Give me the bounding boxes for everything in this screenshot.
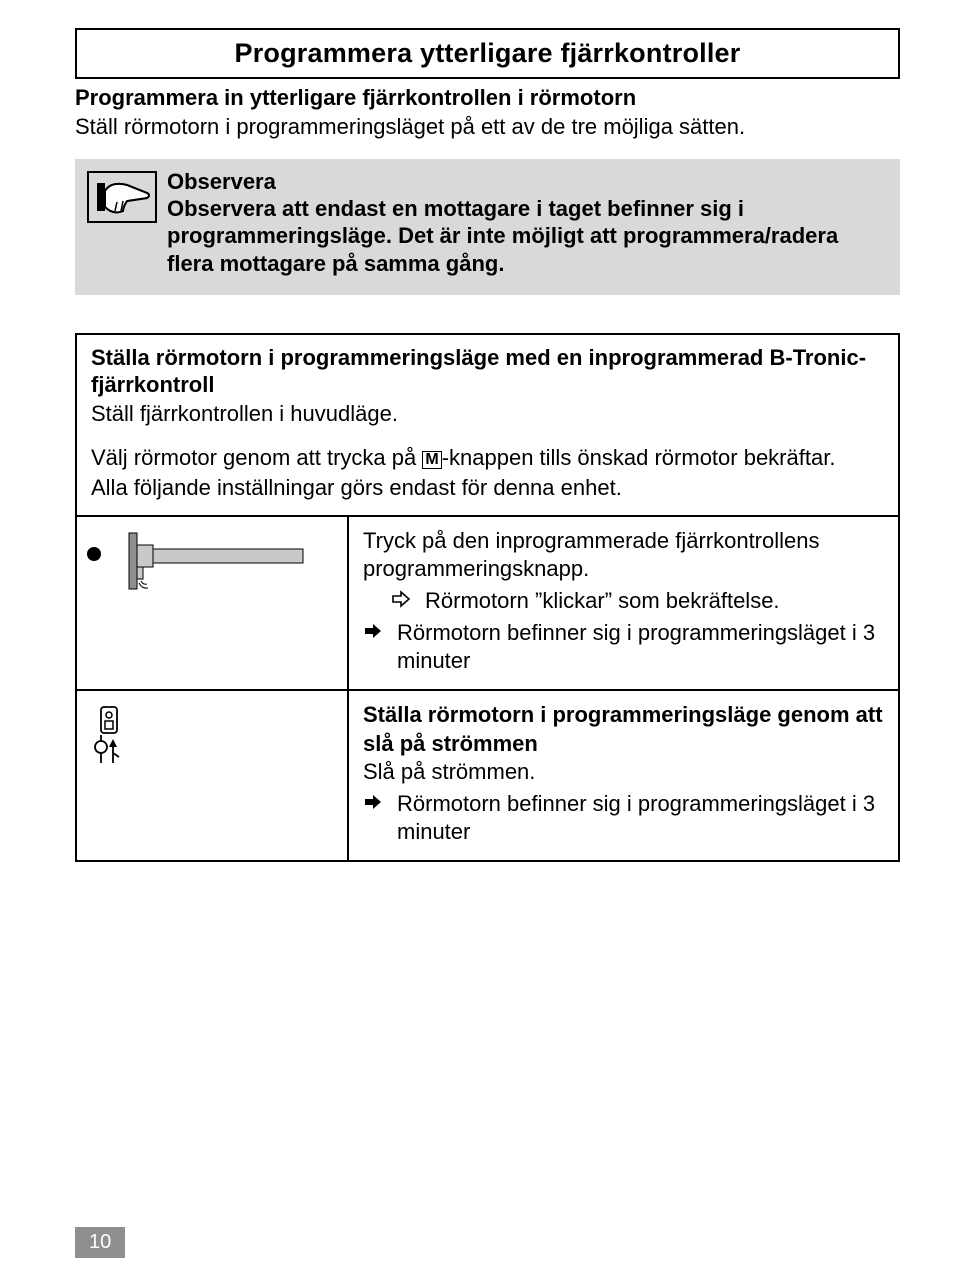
- step-row-1: Tryck på den inprogrammerade fjärrkontro…: [77, 515, 898, 690]
- procedure-line1: Ställ fjärrkontrollen i huvudläge.: [91, 400, 884, 428]
- intro-text: Ställ rörmotorn i programmeringsläget på…: [75, 113, 900, 141]
- tube-motor-icon: [111, 531, 311, 591]
- step2-solid-text: Rörmotorn befinner sig i programmeringsl…: [397, 790, 884, 846]
- step2-line: Slå på strömmen.: [363, 758, 884, 786]
- page-title: Programmera ytterligare fjärrkontroller: [91, 38, 884, 69]
- procedure-box: Ställa rörmotorn i programmeringsläge me…: [75, 333, 900, 862]
- page-number: 10: [75, 1227, 125, 1258]
- solid-arrow-icon: [363, 619, 387, 675]
- step2-graphic: [77, 691, 349, 860]
- step1-hollow-arrow-item: Rörmotorn ”klickar” som bekräftelse.: [363, 587, 884, 615]
- page: Programmera ytterligare fjärrkontroller …: [0, 0, 960, 1282]
- observera-note: Observera Observera att endast en mottag…: [75, 159, 900, 296]
- hollow-arrow-icon: [391, 587, 415, 615]
- step2-title: Ställa rörmotorn i programmeringsläge ge…: [363, 701, 884, 757]
- power-switch-icon: [87, 705, 131, 771]
- procedure-line3: Alla följande inställningar görs endast …: [91, 474, 884, 502]
- m-button-icon: M: [422, 451, 441, 469]
- step1-lead: Tryck på den inprogrammerade fjärrkontro…: [363, 527, 884, 583]
- procedure-line2: Välj rörmotor genom att trycka på M-knap…: [91, 444, 884, 472]
- step2-text: Ställa rörmotorn i programmeringsläge ge…: [349, 691, 898, 860]
- note-body: Observera att endast en mottagare i tage…: [167, 195, 884, 278]
- line2-prefix: Välj rörmotor genom att trycka på: [91, 445, 422, 470]
- title-box: Programmera ytterligare fjärrkontroller: [75, 28, 900, 79]
- note-title: Observera: [167, 169, 884, 195]
- bullet-icon: [87, 547, 101, 561]
- step1-text: Tryck på den inprogrammerade fjärrkontro…: [349, 517, 898, 690]
- section-subhead: Programmera in ytterligare fjärrkontroll…: [75, 85, 900, 111]
- step1-graphic: [77, 517, 349, 690]
- step-row-2: Ställa rörmotorn i programmeringsläge ge…: [77, 689, 898, 860]
- note-text: Observera Observera att endast en mottag…: [167, 169, 884, 278]
- step2-solid-arrow-item: Rörmotorn befinner sig i programmeringsl…: [363, 790, 884, 846]
- procedure-title: Ställa rörmotorn i programmeringsläge me…: [91, 345, 884, 398]
- line2-suffix: -knappen tills önskad rörmotor bekräftar…: [442, 445, 836, 470]
- pointing-hand-icon: [87, 169, 167, 278]
- step1-solid-arrow-item: Rörmotorn befinner sig i programmeringsl…: [363, 619, 884, 675]
- step1-hollow-text: Rörmotorn ”klickar” som bekräftelse.: [425, 587, 884, 615]
- procedure-intro: Ställa rörmotorn i programmeringsläge me…: [77, 335, 898, 514]
- step1-solid-text: Rörmotorn befinner sig i programmeringsl…: [397, 619, 884, 675]
- solid-arrow-icon: [363, 790, 387, 846]
